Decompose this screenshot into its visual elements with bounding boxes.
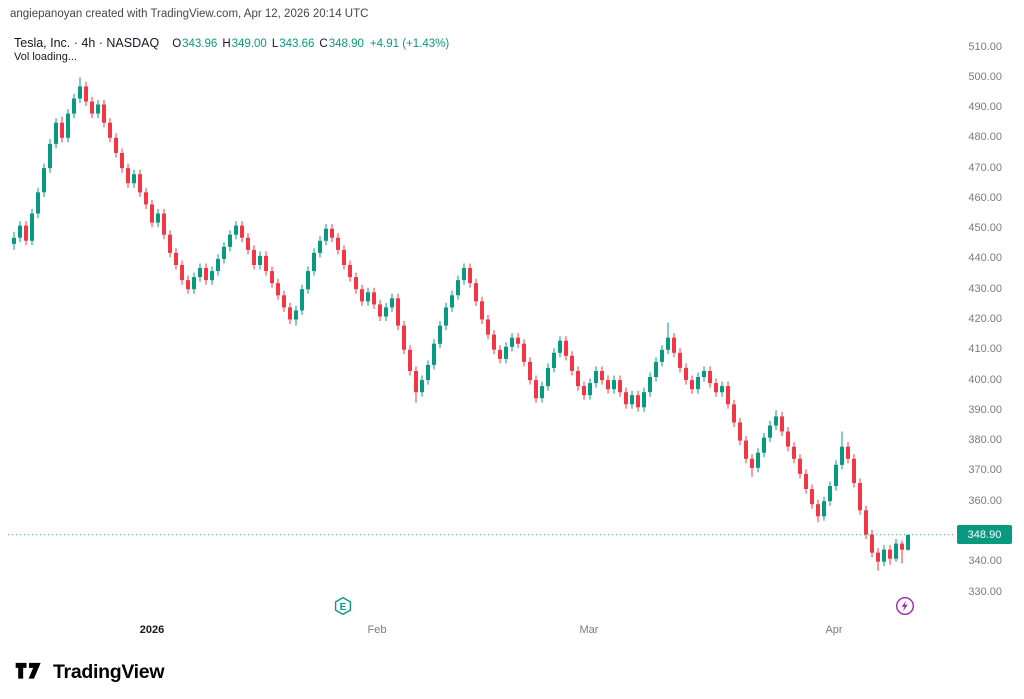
last-price-badge: 348.90 <box>957 525 1012 545</box>
price-axis[interactable]: 510.00 500.00 490.00 480.00 470.00 460.00 450.… <box>940 0 1024 650</box>
price-tick: 440.00 <box>968 252 1002 265</box>
price-tick: 420.00 <box>968 313 1002 325</box>
svg-text:E: E <box>340 602 347 613</box>
close-label: C <box>319 38 328 50</box>
earnings-hexagon-icon: E <box>334 596 352 616</box>
tradingview-wordmark: TradingView <box>53 660 165 683</box>
price-tick: 390.00 <box>968 403 1002 416</box>
price-tick: 330.00 <box>968 585 1002 598</box>
lightning-icon <box>895 596 915 616</box>
symbol-title[interactable]: Tesla, Inc. · 4h · NASDAQ <box>14 36 160 50</box>
tradingview-logo[interactable]: TradingView <box>14 656 165 688</box>
time-tick: 2026 <box>139 624 165 636</box>
price-tick: 380.00 <box>968 434 1002 447</box>
price-tick: 510.00 <box>968 40 1002 53</box>
price-tick: 430.00 <box>968 282 1002 295</box>
price-tick: 360.00 <box>968 494 1002 507</box>
price-tick: 470.00 <box>968 161 1002 174</box>
change-value: +4.91 (+1.43%) <box>369 38 450 50</box>
open-label: O <box>172 38 182 50</box>
price-tick: 460.00 <box>968 191 1002 204</box>
high-value: 349.00 <box>231 38 267 50</box>
high-label: H <box>222 38 231 50</box>
price-tick: 450.00 <box>968 222 1002 235</box>
price-tick: 400.00 <box>968 373 1002 386</box>
tradingview-logomark-icon <box>15 662 41 679</box>
time-tick: Mar <box>579 624 599 636</box>
lightning-marker[interactable] <box>895 596 915 616</box>
earnings-marker[interactable]: E <box>333 596 353 616</box>
chart-legend[interactable]: Tesla, Inc. · 4h · NASDAQ O343.96 H349.00 L… <box>14 36 449 51</box>
price-tick: 490.00 <box>968 101 1002 114</box>
volume-loading-text: Vol loading... <box>14 51 77 63</box>
attribution-text: angiepanoyan created with TradingView.co… <box>10 8 369 20</box>
time-axis[interactable]: 2026 Feb Mar Apr <box>0 624 1024 642</box>
low-value: 343.66 <box>279 38 315 50</box>
time-tick: Feb <box>367 624 387 636</box>
price-tick: 480.00 <box>968 131 1002 144</box>
low-label: L <box>271 38 279 50</box>
time-tick: Apr <box>825 624 843 636</box>
price-tick: 370.00 <box>968 464 1002 477</box>
candlestick-chart[interactable] <box>0 0 1024 650</box>
open-value: 343.96 <box>182 38 218 50</box>
close-value: 348.90 <box>328 38 364 50</box>
price-tick: 410.00 <box>968 343 1002 356</box>
price-tick: 340.00 <box>968 555 1002 568</box>
price-tick: 500.00 <box>968 70 1002 83</box>
